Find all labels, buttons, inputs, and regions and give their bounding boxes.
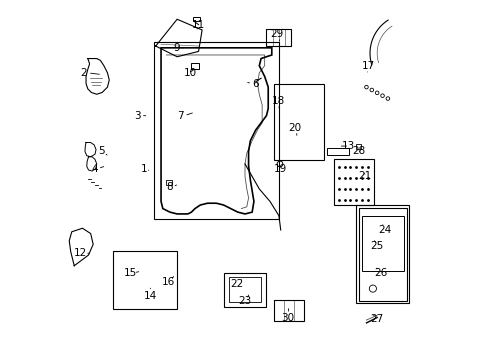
Text: 3: 3 xyxy=(135,111,141,121)
Bar xyxy=(273,300,304,321)
Bar xyxy=(113,251,177,309)
Bar xyxy=(154,42,279,219)
Bar xyxy=(356,144,361,149)
Text: 14: 14 xyxy=(144,291,157,301)
Bar xyxy=(267,29,291,46)
Text: 27: 27 xyxy=(370,314,383,324)
Text: 22: 22 xyxy=(230,279,244,289)
Bar xyxy=(356,205,409,303)
Text: 11: 11 xyxy=(192,19,205,30)
Text: 12: 12 xyxy=(74,248,87,258)
Text: 4: 4 xyxy=(91,164,98,174)
Text: 9: 9 xyxy=(174,43,180,53)
Text: 25: 25 xyxy=(370,241,384,251)
Text: 26: 26 xyxy=(374,268,388,278)
Text: 15: 15 xyxy=(123,268,137,278)
Text: 30: 30 xyxy=(281,312,294,323)
Text: 10: 10 xyxy=(184,68,197,78)
Text: 16: 16 xyxy=(162,277,175,287)
Text: 21: 21 xyxy=(358,171,371,181)
Text: 24: 24 xyxy=(378,225,392,235)
Text: 19: 19 xyxy=(274,164,287,174)
Bar xyxy=(327,148,348,155)
Text: 6: 6 xyxy=(252,78,259,89)
Bar xyxy=(166,180,172,185)
Text: 18: 18 xyxy=(272,96,286,107)
Bar xyxy=(362,216,404,271)
Text: 8: 8 xyxy=(167,182,173,192)
Bar xyxy=(223,273,267,307)
Bar xyxy=(359,208,407,301)
Bar xyxy=(191,63,198,69)
Text: 20: 20 xyxy=(289,123,301,133)
Text: 5: 5 xyxy=(98,147,105,157)
Text: 28: 28 xyxy=(353,147,366,157)
Text: 29: 29 xyxy=(270,28,284,39)
Text: 2: 2 xyxy=(80,68,87,78)
Text: 13: 13 xyxy=(342,141,355,151)
Text: 7: 7 xyxy=(177,111,184,121)
Bar xyxy=(274,84,323,160)
Bar xyxy=(193,17,199,21)
Text: 1: 1 xyxy=(141,164,147,174)
Bar xyxy=(334,158,373,205)
Text: 17: 17 xyxy=(362,61,375,71)
Bar xyxy=(229,277,261,302)
Text: 23: 23 xyxy=(238,296,252,306)
